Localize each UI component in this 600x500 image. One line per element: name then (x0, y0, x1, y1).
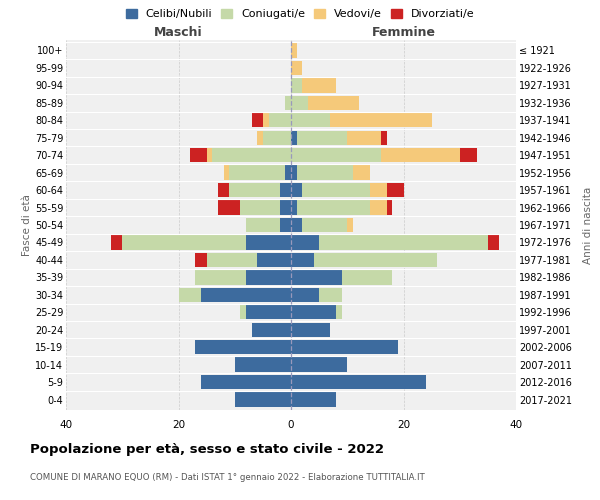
Bar (241, 305, 246, 320)
Bar (263, 130, 291, 145)
Bar (246, 305, 291, 320)
Bar (291, 358, 347, 372)
Bar (291, 288, 319, 302)
Bar (122, 236, 246, 250)
Bar (341, 270, 392, 284)
Bar (291, 78, 302, 92)
Bar (386, 183, 404, 197)
Bar (190, 148, 206, 162)
Bar (196, 253, 206, 267)
Bar (488, 236, 499, 250)
Bar (296, 166, 353, 180)
Bar (370, 183, 386, 197)
Bar (381, 130, 386, 145)
Bar (291, 96, 308, 110)
Text: COMUNE DI MARANO EQUO (RM) - Dati ISTAT 1° gennaio 2022 - Elaborazione TUTTITALI: COMUNE DI MARANO EQUO (RM) - Dati ISTAT … (30, 472, 425, 482)
Y-axis label: Anni di nascita: Anni di nascita (583, 186, 593, 264)
Bar (286, 166, 291, 180)
Bar (196, 340, 291, 354)
Bar (291, 270, 341, 284)
Bar (251, 113, 263, 128)
Text: Femmine: Femmine (371, 26, 436, 39)
Bar (291, 236, 319, 250)
Bar (308, 96, 359, 110)
Bar (257, 253, 291, 267)
Bar (302, 183, 370, 197)
Text: Maschi: Maschi (154, 26, 203, 39)
Bar (296, 200, 370, 214)
Bar (196, 270, 246, 284)
Bar (386, 200, 392, 214)
Bar (331, 113, 431, 128)
Bar (201, 375, 291, 389)
Bar (319, 236, 488, 250)
Bar (201, 288, 291, 302)
Bar (291, 200, 296, 214)
Bar (280, 183, 291, 197)
Bar (291, 375, 426, 389)
Bar (291, 322, 331, 337)
Bar (179, 288, 201, 302)
Bar (291, 253, 314, 267)
Bar (370, 200, 386, 214)
Bar (246, 270, 291, 284)
Bar (302, 78, 336, 92)
Bar (212, 148, 291, 162)
Bar (257, 130, 263, 145)
Bar (223, 166, 229, 180)
Bar (269, 113, 291, 128)
Bar (206, 253, 257, 267)
Bar (218, 183, 229, 197)
Bar (218, 200, 241, 214)
Bar (291, 130, 296, 145)
Bar (291, 148, 381, 162)
Bar (291, 392, 336, 406)
Bar (291, 44, 296, 58)
Bar (319, 288, 341, 302)
Bar (280, 218, 291, 232)
Bar (246, 236, 291, 250)
Text: Popolazione per età, sesso e stato civile - 2022: Popolazione per età, sesso e stato civil… (30, 442, 384, 456)
Bar (206, 148, 212, 162)
Bar (296, 130, 347, 145)
Bar (291, 61, 302, 75)
Bar (291, 305, 336, 320)
Bar (460, 148, 476, 162)
Bar (291, 166, 296, 180)
Bar (291, 218, 302, 232)
Bar (347, 218, 353, 232)
Bar (291, 340, 398, 354)
Bar (280, 200, 291, 214)
Bar (235, 392, 291, 406)
Bar (286, 96, 291, 110)
Bar (353, 166, 370, 180)
Bar (235, 358, 291, 372)
Bar (336, 305, 341, 320)
Bar (229, 166, 286, 180)
Bar (111, 236, 122, 250)
Legend: Celibi/Nubili, Coniugati/e, Vedovi/e, Divorziati/e: Celibi/Nubili, Coniugati/e, Vedovi/e, Di… (122, 6, 478, 22)
Bar (291, 183, 302, 197)
Bar (241, 200, 280, 214)
Bar (302, 218, 347, 232)
Bar (347, 130, 381, 145)
Bar (314, 253, 437, 267)
Bar (291, 113, 331, 128)
Y-axis label: Fasce di età: Fasce di età (22, 194, 32, 256)
Bar (263, 113, 269, 128)
Bar (246, 218, 280, 232)
Bar (229, 183, 280, 197)
Bar (381, 148, 460, 162)
Bar (251, 322, 291, 337)
